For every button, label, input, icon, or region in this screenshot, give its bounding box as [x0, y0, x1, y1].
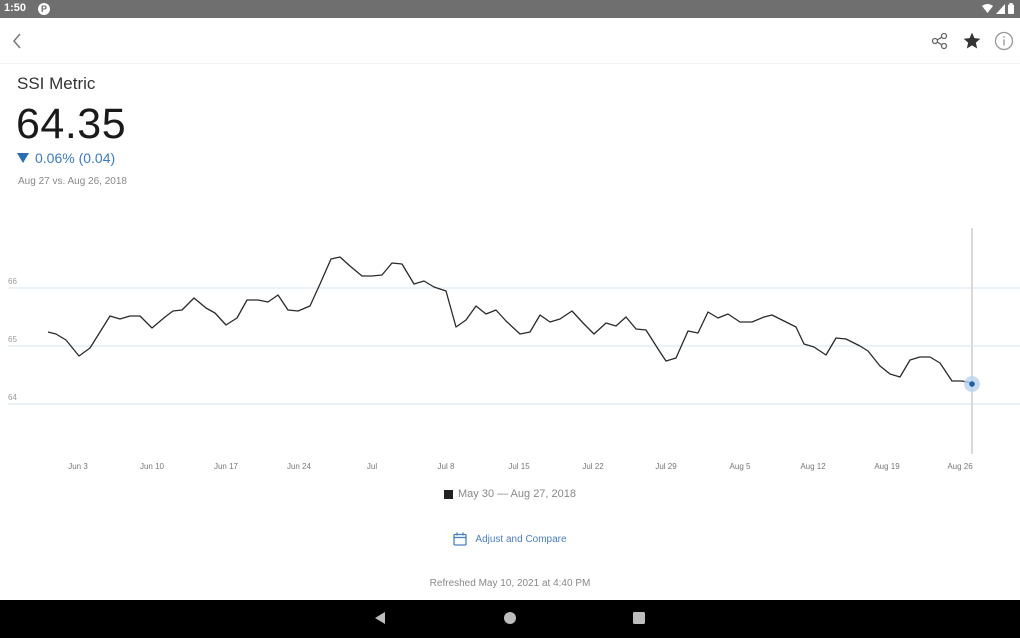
notification-icon: P: [38, 3, 50, 15]
favorite-button[interactable]: [959, 28, 985, 54]
star-icon: [963, 32, 981, 49]
metric-change: 0.06% (0.04): [17, 150, 115, 166]
back-triangle-icon: [375, 612, 385, 624]
down-arrow-icon: [17, 153, 29, 163]
x-tick: Jul: [366, 462, 378, 471]
legend-swatch: [443, 489, 453, 499]
refreshed-timestamp: Refreshed May 10, 2021 at 4:40 PM: [429, 578, 591, 589]
x-tick: Jul 22: [582, 462, 604, 471]
metric-value: 64.35: [16, 100, 127, 148]
nav-home-button[interactable]: [503, 611, 517, 630]
adjust-and-compare-button[interactable]: Adjust and Compare: [0, 532, 1020, 546]
x-tick: Aug 5: [729, 462, 751, 471]
recents-square-icon: [633, 612, 645, 624]
highlight-point[interactable]: [969, 381, 975, 387]
series-line: [47, 256, 973, 384]
metric-change-text: 0.06% (0.04): [35, 150, 116, 166]
x-tick: Jun 3: [68, 462, 88, 471]
status-icons: [982, 3, 1014, 14]
chevron-left-icon: [13, 33, 21, 49]
x-tick: Aug 19: [874, 462, 900, 471]
wifi-icon: [982, 3, 993, 13]
y-tick-65: 65: [8, 335, 17, 344]
x-tick: Jun 24: [286, 462, 312, 471]
signal-icon: [996, 3, 1005, 14]
metric-title: SSI Metric: [17, 74, 96, 93]
calendar-icon: [453, 532, 468, 546]
metric-compare-date: Aug 27 vs. Aug 26, 2018: [18, 176, 127, 187]
x-tick: Jul 8: [437, 462, 455, 471]
status-time: 1:50: [4, 2, 27, 14]
x-tick: Jul 15: [508, 462, 530, 471]
status-bar: 1:50 P: [0, 0, 1020, 18]
navigation-bar: [0, 600, 1020, 638]
y-tick-64: 64: [8, 393, 17, 402]
adjust-and-compare-label: Adjust and Compare: [475, 533, 567, 545]
nav-recents-button[interactable]: [632, 611, 646, 630]
battery-icon: [1008, 3, 1014, 14]
info-icon: [994, 31, 1014, 51]
nav-back-button[interactable]: [374, 611, 386, 630]
x-tick: Jun 10: [139, 462, 165, 471]
x-tick: Aug 26: [947, 462, 973, 471]
share-button[interactable]: [927, 28, 953, 54]
info-button[interactable]: [991, 28, 1017, 54]
x-tick: Jul 29: [655, 462, 677, 471]
back-button[interactable]: [4, 28, 30, 54]
home-circle-icon: [504, 612, 516, 624]
y-tick-66: 66: [8, 277, 17, 286]
x-tick: Jun 17: [213, 462, 239, 471]
chart-legend: May 30 — Aug 27, 2018: [0, 488, 1020, 500]
share-icon: [931, 32, 948, 50]
app-bar: [0, 18, 1020, 64]
line-chart[interactable]: [0, 220, 1020, 490]
legend-label: May 30 — Aug 27, 2018: [457, 488, 577, 500]
x-tick: Aug 12: [800, 462, 826, 471]
